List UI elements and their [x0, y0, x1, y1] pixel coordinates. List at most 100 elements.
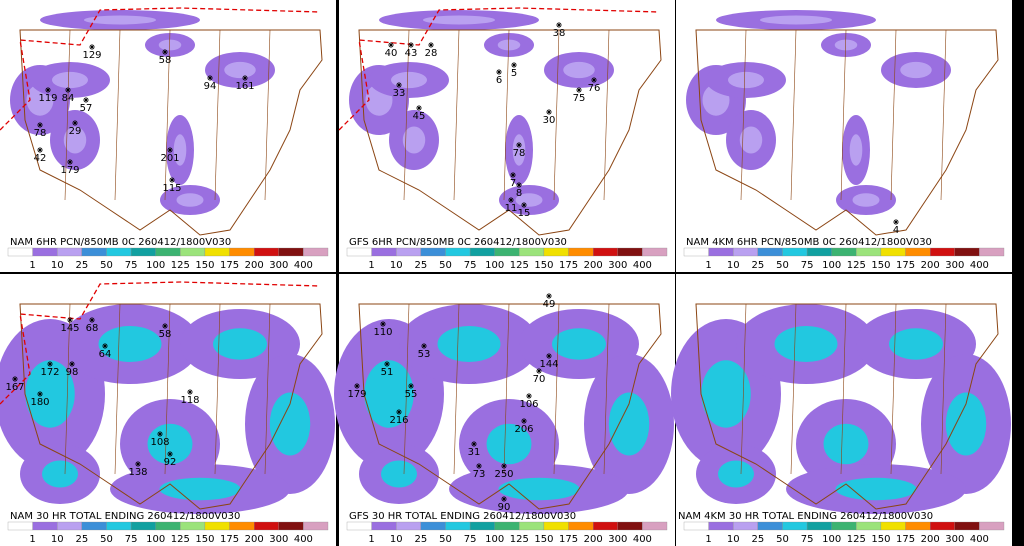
station-marker [516, 182, 522, 188]
colorbar-label: 25 [75, 260, 88, 271]
colorbar-label: 75 [464, 534, 477, 545]
colorbar-segment [708, 521, 734, 531]
precip-core [497, 39, 521, 51]
station-marker [510, 172, 516, 178]
state-border [264, 29, 271, 201]
colorbar-label: 175 [896, 534, 915, 545]
colorbar-label: 25 [414, 260, 427, 271]
station-marker [37, 147, 43, 153]
colorbar-label: 175 [220, 534, 239, 545]
colorbar-segment [155, 247, 181, 257]
station-marker [408, 42, 414, 48]
station-marker [476, 463, 482, 469]
colorbar-segment [180, 521, 206, 531]
colorbar-label: 150 [871, 260, 890, 271]
colorbar-label: 10 [51, 534, 64, 545]
station-marker [162, 49, 168, 55]
station-marker [47, 361, 53, 367]
colorbar-label: 300 [269, 534, 288, 545]
state-border [403, 29, 410, 201]
precip-core [213, 328, 267, 360]
station-value: 55 [405, 389, 418, 400]
colorbar-segment [757, 521, 783, 531]
precip-core [608, 392, 650, 456]
station-value: 64 [99, 349, 112, 360]
colorbar-label: 300 [269, 260, 288, 271]
precip-core [552, 328, 606, 360]
colorbar-segment [757, 247, 783, 257]
precip-core [852, 193, 880, 207]
station-marker [428, 42, 434, 48]
precip-core [774, 326, 838, 362]
station-value: 172 [40, 367, 59, 378]
colorbar-segment [979, 247, 1005, 257]
colorbar-segment [642, 521, 668, 531]
colorbar-segment [494, 247, 520, 257]
precip-core [423, 15, 495, 25]
precip-core [835, 477, 917, 501]
state-border [164, 303, 171, 475]
station-marker [102, 343, 108, 349]
colorbar-segment [303, 521, 329, 531]
freezing-line [0, 281, 321, 405]
colorbar-segment [420, 521, 446, 531]
colorbar-segment [519, 247, 545, 257]
colorbar-label: 25 [751, 534, 764, 545]
station-marker [67, 159, 73, 165]
colorbar-label: 125 [171, 260, 190, 271]
station-value: 161 [235, 81, 254, 92]
station-value: 53 [418, 349, 431, 360]
station-marker [69, 361, 75, 367]
state-borders [695, 29, 999, 236]
precip-core [42, 460, 78, 488]
colorbar-segment [831, 521, 857, 531]
station-value: 73 [473, 469, 486, 480]
colorbar-label: 175 [559, 534, 578, 545]
colorbar-segment [905, 521, 931, 531]
state-border [890, 29, 897, 201]
station-value: 75 [573, 93, 586, 104]
station-marker [67, 317, 73, 323]
colorbar-label: 1 [368, 260, 374, 271]
colorbar-label: 100 [146, 260, 165, 271]
colorbar-label: 1 [705, 534, 711, 545]
precip-core [381, 460, 417, 488]
state-border [164, 29, 171, 201]
colorbar-label: 50 [439, 260, 452, 271]
colorbar-segment [229, 247, 255, 257]
colorbar-segment [806, 247, 832, 257]
colorbar-label: 1 [705, 260, 711, 271]
station-marker [187, 389, 193, 395]
station-value: 206 [514, 424, 533, 435]
panel-title: GFS 30 HR TOTAL ENDING 260412/1800V030 [349, 511, 576, 522]
station-marker [384, 361, 390, 367]
state-border [940, 29, 947, 201]
state-borders [695, 303, 999, 510]
colorbar-segment [254, 247, 279, 257]
colorbar-segment [420, 247, 446, 257]
colorbar-label: 400 [970, 260, 989, 271]
station-marker [354, 383, 360, 389]
colorbar-segment [708, 247, 734, 257]
precip-core [269, 392, 311, 456]
colorbar-label: 125 [171, 534, 190, 545]
state-border [890, 303, 897, 475]
colorbar-label: 175 [220, 260, 239, 271]
colorbar-label: 50 [776, 260, 789, 271]
colorbar-label: 1 [29, 534, 35, 545]
station-value: 115 [162, 183, 181, 194]
station-value: 250 [494, 469, 513, 480]
colorbar-label: 10 [51, 260, 64, 271]
colorbar-segment [568, 247, 594, 257]
colorbar-label: 300 [608, 534, 627, 545]
colorbar-label: 150 [534, 260, 553, 271]
station-value: 138 [128, 467, 147, 478]
station-marker [421, 343, 427, 349]
colorbar-segment [683, 247, 709, 257]
colorbar-segment [617, 247, 643, 257]
colorbar-label: 25 [414, 534, 427, 545]
precip-core [834, 39, 858, 51]
state-border [603, 303, 610, 475]
